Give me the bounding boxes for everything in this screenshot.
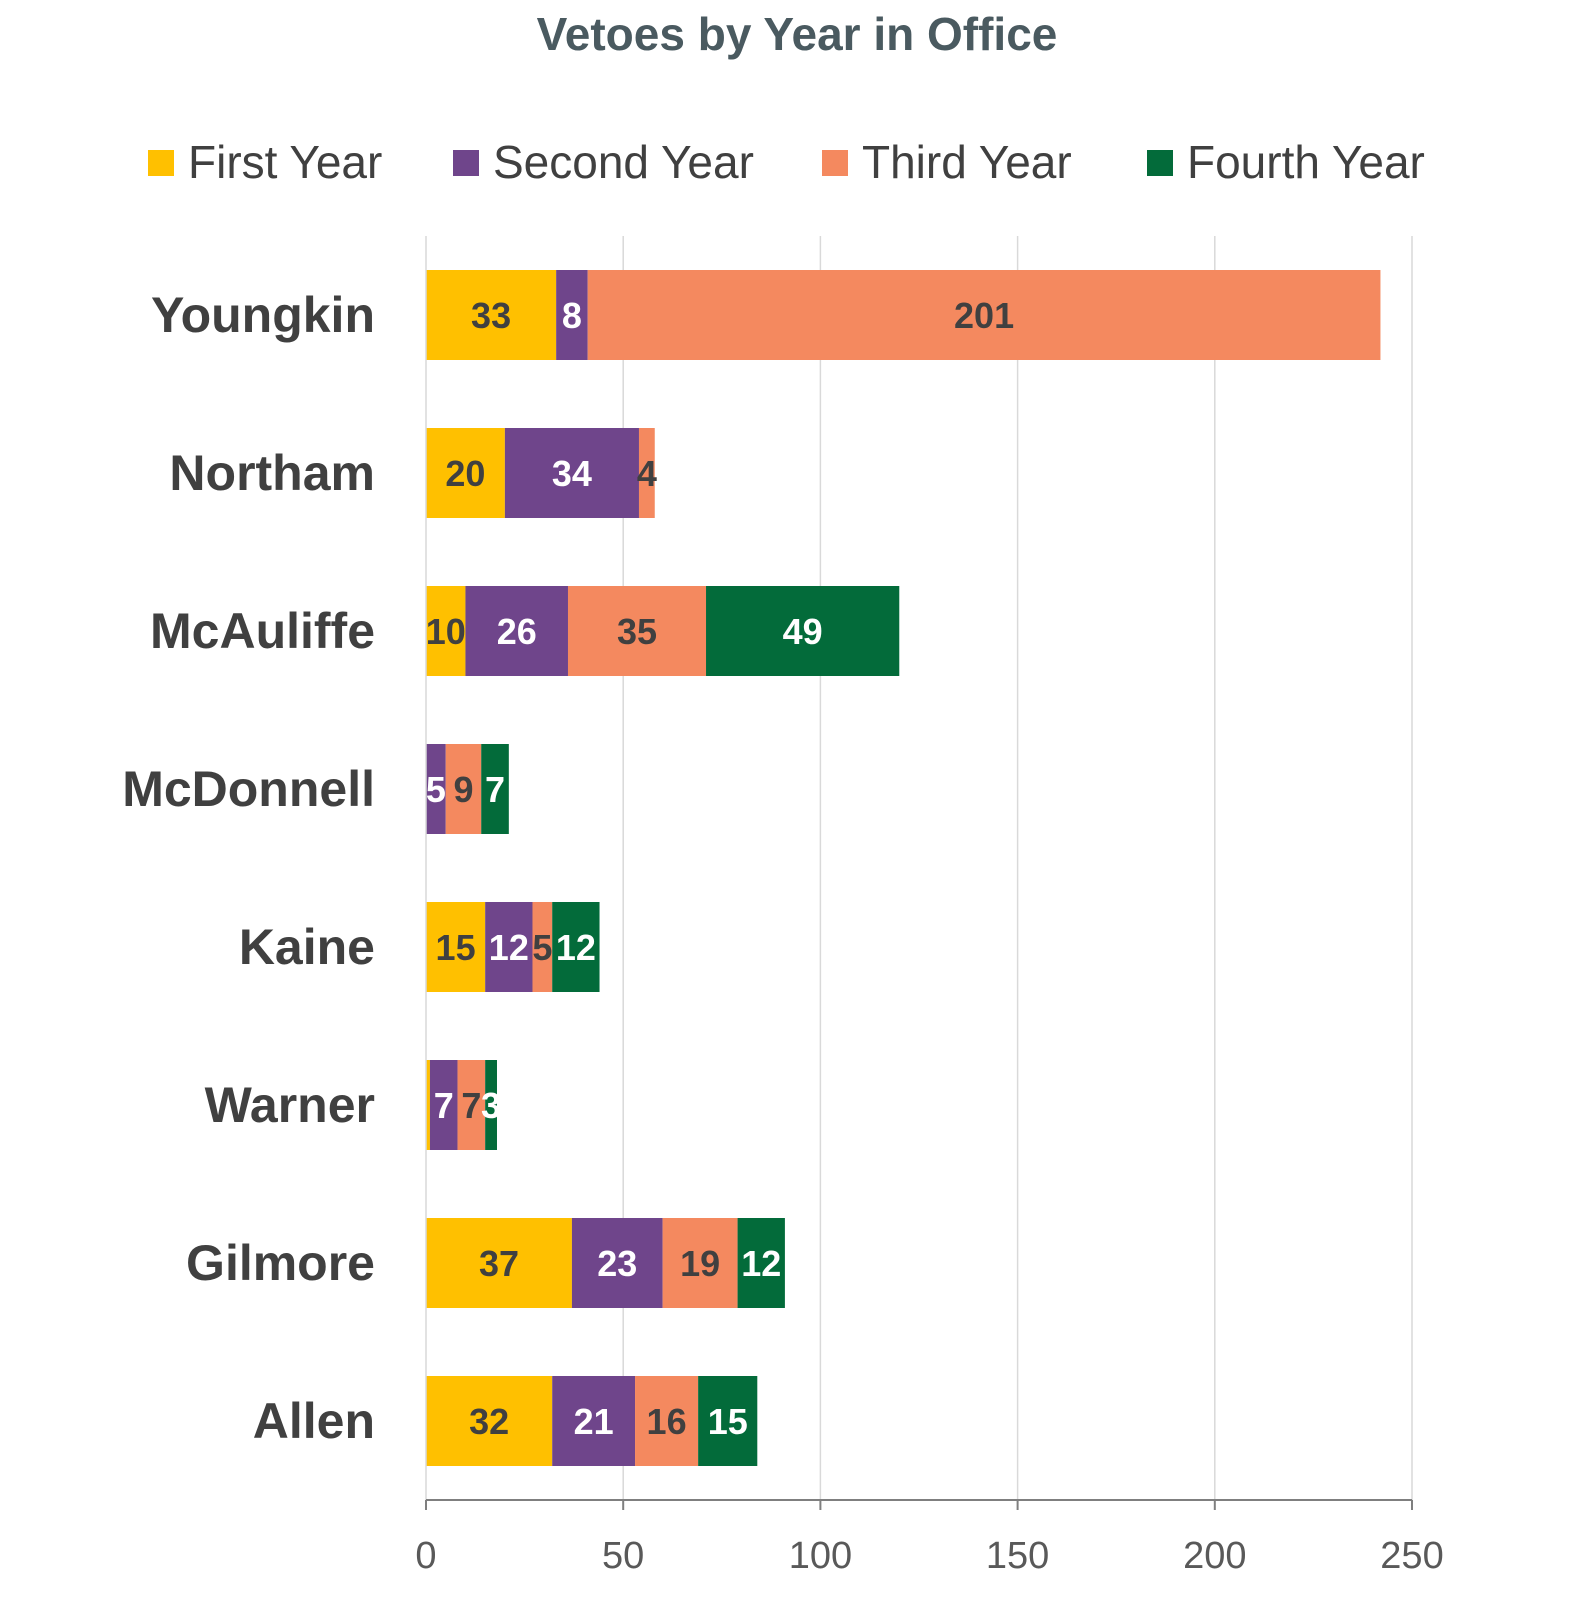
data-label: 23 xyxy=(597,1243,637,1284)
category-label: Gilmore xyxy=(186,1235,375,1291)
bar-segment xyxy=(532,902,553,992)
bar-segment xyxy=(426,586,466,676)
data-label: 20 xyxy=(445,453,485,494)
legend-swatch xyxy=(453,150,479,176)
bar-segment xyxy=(485,902,533,992)
bar-segment xyxy=(426,1376,553,1466)
bar-segment xyxy=(587,270,1381,360)
data-label: 5 xyxy=(426,769,446,810)
legend-label: First Year xyxy=(188,136,382,188)
data-label: 12 xyxy=(741,1243,781,1284)
legend-swatch xyxy=(822,150,848,176)
bar-segment xyxy=(662,1218,738,1308)
legend-label: Second Year xyxy=(493,136,754,188)
bar-segment xyxy=(426,744,446,834)
data-label: 15 xyxy=(436,927,476,968)
x-tick-label: 50 xyxy=(602,1535,644,1577)
data-label: 12 xyxy=(489,927,529,968)
data-label: 9 xyxy=(453,769,473,810)
data-label: 26 xyxy=(497,611,537,652)
bar-segment xyxy=(556,270,588,360)
category-label: Northam xyxy=(169,445,375,501)
bar-segment xyxy=(465,586,568,676)
category-label: McAuliffe xyxy=(150,603,375,659)
data-label: 7 xyxy=(485,769,505,810)
bar-segment xyxy=(737,1218,785,1308)
data-label: 5 xyxy=(532,927,552,968)
legend-swatch xyxy=(1147,150,1173,176)
bar-segment xyxy=(552,902,600,992)
data-label: 3 xyxy=(481,1085,501,1126)
bar-segment xyxy=(481,744,509,834)
bar-segment xyxy=(429,1060,458,1150)
data-label: 12 xyxy=(556,927,596,968)
category-label: McDonnell xyxy=(122,761,375,817)
data-label: 201 xyxy=(954,295,1014,336)
bar-segment xyxy=(426,428,505,518)
data-label: 15 xyxy=(708,1401,748,1442)
x-tick-label: 250 xyxy=(1380,1535,1443,1577)
x-axis: 0 50 100 150 200 250 xyxy=(415,236,1444,1577)
legend: First Year Second Year Third Year Fourth Ye… xyxy=(148,136,1425,188)
data-label: 21 xyxy=(574,1401,614,1442)
bar-segment xyxy=(485,1060,497,1150)
bar-segment xyxy=(445,744,482,834)
category-label: Kaine xyxy=(239,919,375,975)
data-label: 34 xyxy=(552,453,592,494)
legend-swatch xyxy=(148,150,174,176)
bar-segment xyxy=(571,1218,663,1308)
gridlines xyxy=(622,236,1413,1500)
category-label: Warner xyxy=(205,1077,375,1133)
bar-segment xyxy=(552,1376,636,1466)
category-label: Youngkin xyxy=(151,287,375,343)
bar-segment xyxy=(457,1060,486,1150)
bar-segment xyxy=(638,428,655,518)
x-tick-label: 200 xyxy=(1183,1535,1246,1577)
data-label: 33 xyxy=(471,295,511,336)
data-label: 35 xyxy=(617,611,657,652)
bar-segment xyxy=(567,586,707,676)
bar-segment xyxy=(426,1060,430,1150)
bar-segment xyxy=(426,1218,572,1308)
bar-segment xyxy=(635,1376,699,1466)
data-label: 10 xyxy=(426,611,466,652)
bar-segment xyxy=(426,902,486,992)
bar-segment xyxy=(504,428,639,518)
category-label: Allen xyxy=(253,1393,375,1449)
data-label: 49 xyxy=(783,611,823,652)
data-label: 19 xyxy=(680,1243,720,1284)
legend-label: Fourth Year xyxy=(1187,136,1425,188)
legend-label: Third Year xyxy=(862,136,1072,188)
data-label: 32 xyxy=(469,1401,509,1442)
data-label: 8 xyxy=(562,295,582,336)
x-tick-label: 0 xyxy=(415,1535,436,1577)
x-tick-label: 100 xyxy=(789,1535,852,1577)
data-label: 7 xyxy=(461,1085,481,1126)
data-label: 4 xyxy=(637,453,657,494)
bar-segment xyxy=(706,586,900,676)
bar-segment xyxy=(426,270,557,360)
data-label: 37 xyxy=(479,1243,519,1284)
chart-title: Vetoes by Year in Office xyxy=(537,8,1058,60)
data-label: 7 xyxy=(434,1085,454,1126)
x-tick-label: 150 xyxy=(986,1535,1049,1577)
bar-segment xyxy=(698,1376,758,1466)
data-label: 16 xyxy=(647,1401,687,1442)
category-labels: Youngkin Northam McAuliffe McDonnell Kaine Wa… xyxy=(122,287,375,1449)
